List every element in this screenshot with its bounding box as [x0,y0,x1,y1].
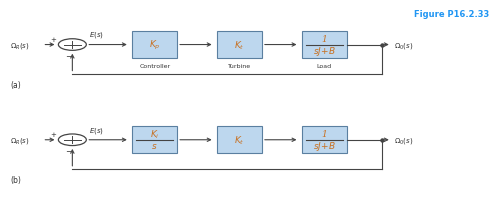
FancyBboxPatch shape [302,127,347,153]
Text: $\Omega_R(s)$: $\Omega_R(s)$ [10,40,29,50]
Text: $E(s)$: $E(s)$ [89,30,104,40]
Text: −: − [65,146,72,155]
Text: $K_p$: $K_p$ [149,39,161,52]
Text: 1: 1 [321,130,327,139]
Text: −: − [65,52,72,61]
Text: $sJ\!+\!B$: $sJ\!+\!B$ [313,139,336,152]
Text: Load: Load [317,64,332,69]
Text: $\Omega_0(s)$: $\Omega_0(s)$ [394,40,414,50]
Text: $K_t$: $K_t$ [234,134,245,146]
Text: (a): (a) [10,80,21,89]
FancyBboxPatch shape [217,127,262,153]
Text: $K_i$: $K_i$ [150,128,160,140]
Text: $\Omega_R(s)$: $\Omega_R(s)$ [10,135,29,145]
Text: Controller: Controller [139,64,170,69]
Text: (b): (b) [10,175,21,184]
Text: $sJ\!+\!B$: $sJ\!+\!B$ [313,45,336,58]
FancyBboxPatch shape [132,32,177,59]
FancyBboxPatch shape [302,32,347,59]
Text: $s$: $s$ [151,142,158,150]
Text: $E(s)$: $E(s)$ [89,125,104,135]
FancyBboxPatch shape [217,32,262,59]
Text: $K_t$: $K_t$ [234,39,245,52]
Text: +: + [50,36,56,42]
Text: $\Omega_0(s)$: $\Omega_0(s)$ [394,135,414,145]
Text: 1: 1 [321,35,327,44]
FancyBboxPatch shape [132,127,177,153]
Text: Figure P16.2.33: Figure P16.2.33 [414,10,490,19]
Text: Turbine: Turbine [228,64,251,69]
Text: +: + [50,131,56,137]
